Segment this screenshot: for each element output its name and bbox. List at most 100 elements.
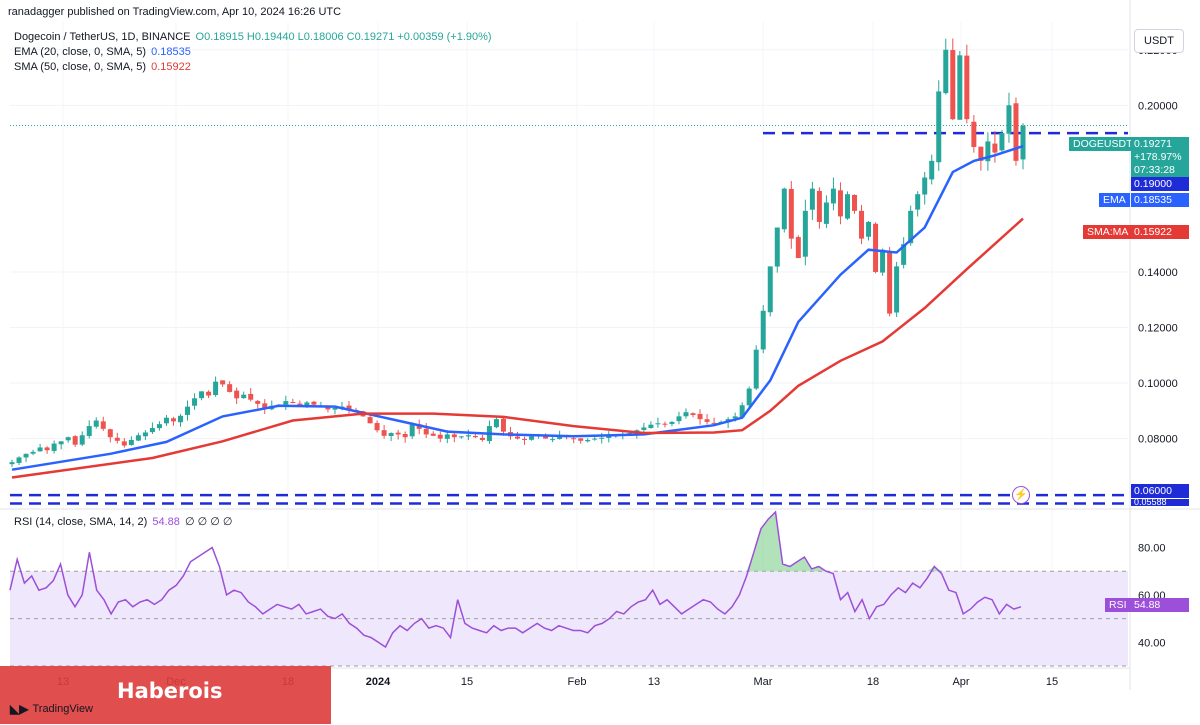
- support-level-tag-2: 0.05588: [1131, 499, 1189, 506]
- alert-icon[interactable]: ⚡: [1012, 486, 1030, 504]
- rsi-axis-label: RSI: [1105, 598, 1131, 612]
- currency-button[interactable]: USDT: [1134, 29, 1184, 53]
- candlestick-series: [9, 38, 1026, 467]
- candle: [1013, 97, 1019, 166]
- candle: [283, 395, 289, 410]
- tradingview-logo[interactable]: ◣▶ TradingView: [10, 702, 93, 716]
- candle-body: [135, 435, 141, 441]
- candle-body: [206, 391, 212, 396]
- ema-line: [11, 144, 1024, 471]
- candle-body: [311, 401, 317, 405]
- candle-body: [437, 434, 443, 439]
- candle-body: [592, 438, 598, 440]
- candle: [114, 432, 120, 444]
- candle-body: [142, 432, 148, 437]
- candle: [676, 411, 682, 425]
- candle: [227, 381, 233, 393]
- candle-body: [992, 143, 998, 153]
- candle: [901, 237, 907, 269]
- x-tick-label: Mar: [754, 676, 773, 688]
- candle-body: [915, 194, 921, 210]
- candle-body: [44, 447, 50, 451]
- legend-ema-row[interactable]: EMA (20, close, 0, SMA, 5) 0.18535: [14, 46, 191, 58]
- candle-body: [79, 435, 85, 445]
- y-tick-label: 0.14000: [1138, 267, 1178, 279]
- candle: [704, 414, 710, 425]
- candle: [170, 416, 176, 426]
- candle: [844, 191, 850, 220]
- legend-ema-title: EMA (20, close, 0, SMA, 5): [14, 46, 147, 58]
- candle-body: [409, 424, 415, 437]
- candle-body: [522, 438, 528, 440]
- x-tick-label: 2024: [366, 676, 391, 688]
- candle: [163, 415, 169, 426]
- candle-body: [367, 417, 373, 424]
- candle: [915, 191, 921, 217]
- candle: [234, 387, 240, 405]
- candle: [142, 430, 148, 441]
- legend-rsi-title: RSI (14, close, SMA, 14, 2): [14, 516, 148, 528]
- candle-body: [999, 133, 1005, 151]
- candle-body: [374, 423, 380, 431]
- candle-body: [149, 428, 155, 433]
- candle-body: [192, 398, 198, 406]
- candle-body: [493, 419, 499, 428]
- candle-body: [957, 55, 963, 120]
- candle-body: [936, 91, 942, 163]
- candle: [571, 437, 577, 444]
- candle-body: [816, 190, 822, 222]
- candle: [859, 204, 865, 245]
- candle-body: [830, 188, 836, 204]
- watermark-banner: Haberois: [0, 666, 331, 724]
- candle: [816, 187, 822, 229]
- candle: [578, 438, 584, 444]
- candle-body: [65, 437, 71, 441]
- rsi-tick-label: 80.00: [1138, 543, 1166, 555]
- candle-body: [156, 424, 162, 429]
- candle: [500, 417, 506, 436]
- candle: [192, 393, 198, 410]
- candle: [9, 459, 15, 467]
- candle: [852, 194, 857, 214]
- candle-body: [72, 436, 78, 445]
- candle: [185, 400, 191, 421]
- candle-body: [30, 451, 36, 454]
- candle-body: [648, 424, 654, 428]
- candle-body: [58, 441, 64, 445]
- legend-rsi-value: 54.88: [152, 516, 180, 528]
- candle: [648, 421, 654, 429]
- candle-body: [922, 177, 928, 195]
- candle: [149, 422, 155, 434]
- candle-body: [683, 412, 689, 417]
- candle: [809, 181, 815, 221]
- candle-body: [500, 418, 506, 432]
- watermark-text: Haberois: [117, 679, 223, 703]
- legend-sma-row[interactable]: SMA (50, close, 0, SMA, 5) 0.15922: [14, 61, 191, 73]
- candle-body: [866, 221, 872, 237]
- legend-sma-value: 0.15922: [151, 61, 191, 73]
- candle-body: [227, 384, 233, 392]
- candle-body: [529, 436, 535, 440]
- candle-body: [697, 413, 703, 420]
- candle-body: [199, 391, 205, 399]
- candle: [262, 399, 268, 415]
- candle-body: [880, 249, 886, 273]
- candle-body: [550, 439, 556, 441]
- candle-body: [220, 380, 226, 385]
- candle: [837, 182, 843, 225]
- candle: [802, 199, 808, 266]
- candle-body: [430, 433, 436, 436]
- legend-rsi-row[interactable]: RSI (14, close, SMA, 14, 2) 54.88 ∅ ∅ ∅ …: [14, 515, 232, 528]
- candle-body: [37, 447, 43, 452]
- candle-body: [262, 403, 268, 409]
- candle-body: [346, 405, 352, 410]
- candle-body: [669, 421, 675, 424]
- candle-body: [163, 417, 169, 424]
- candle: [44, 446, 50, 454]
- rsi-overbought-fill: [746, 512, 942, 572]
- legend-ohlc: O0.18915 H0.19440 L0.18006 C0.19271 +0.0…: [195, 31, 492, 43]
- support-level-tag: 0.06000: [1131, 484, 1189, 498]
- candle: [374, 420, 380, 433]
